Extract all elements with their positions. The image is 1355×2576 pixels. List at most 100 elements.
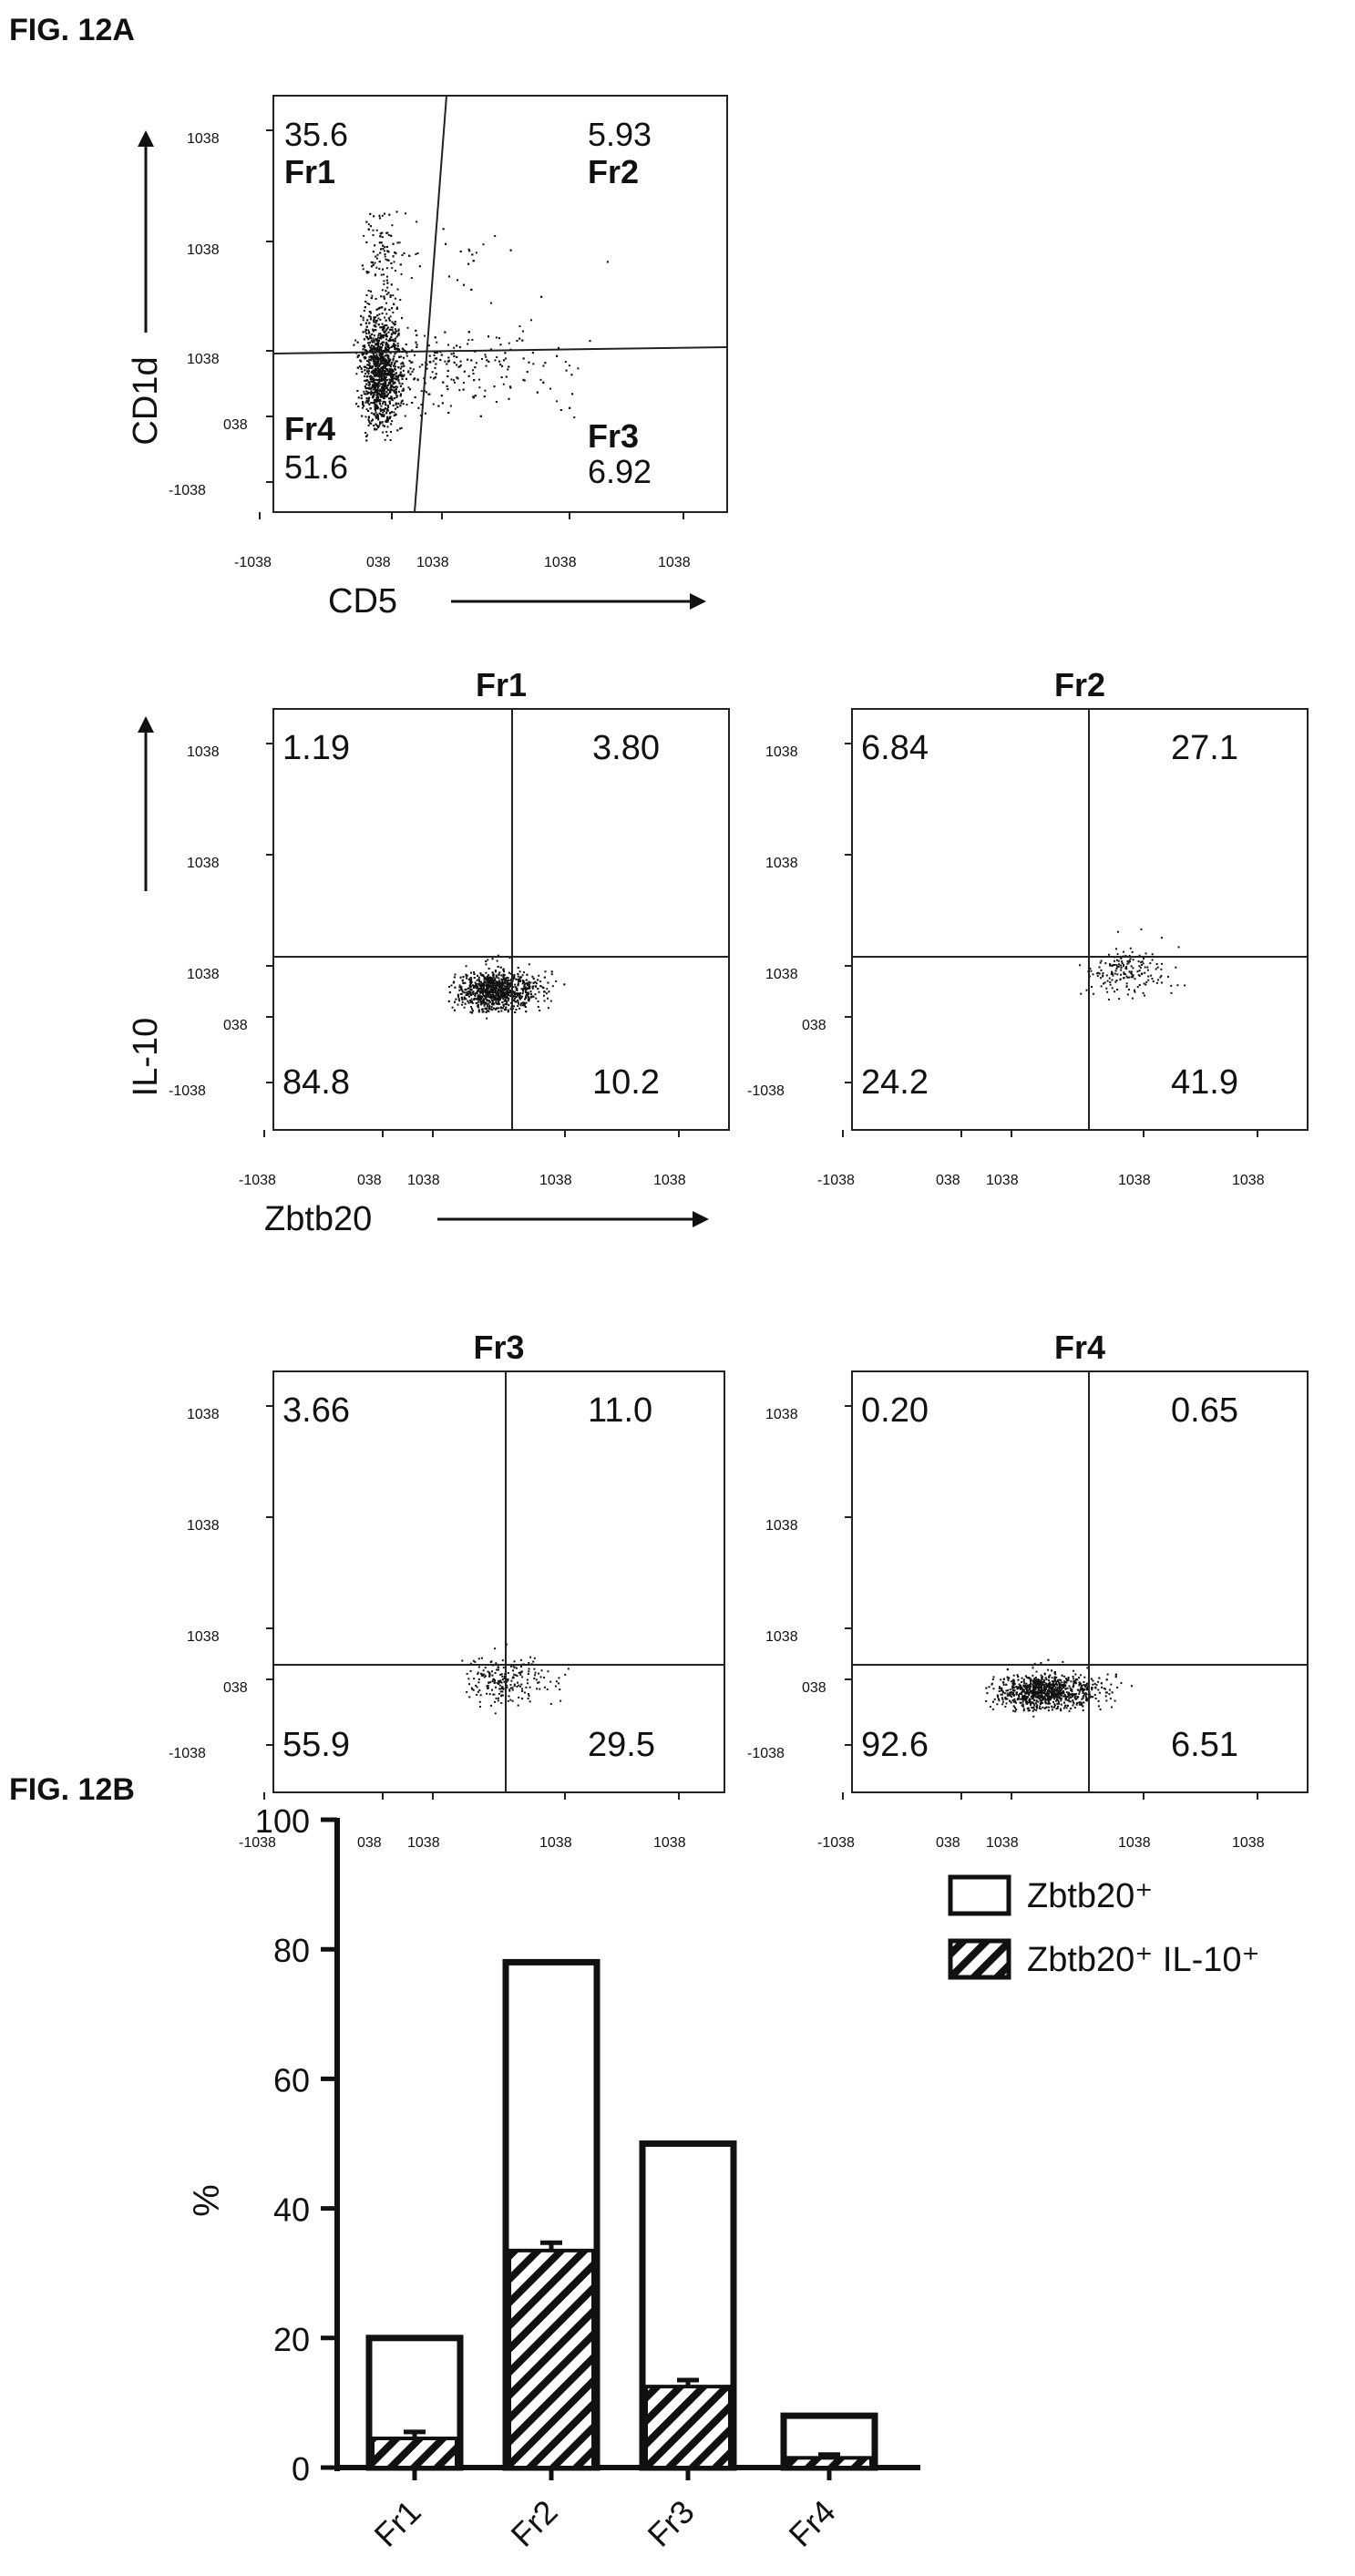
cd5-cd1d-plot-dot xyxy=(397,380,400,383)
cd5-cd1d-plot-dot xyxy=(372,348,375,351)
cd5-cd1d-plot-dot xyxy=(364,373,367,375)
cd5-cd1d-plot-dot xyxy=(394,377,396,380)
cd5-cd1d-plot-dot xyxy=(368,332,371,334)
cd5-cd1d-plot-dot xyxy=(369,336,372,339)
flow-plot-fr1-dot xyxy=(488,967,490,970)
cd5-cd1d-plot-dot xyxy=(370,402,373,405)
flow-plot-fr1-dot xyxy=(548,990,550,993)
cd5-cd1d-plot-dot xyxy=(408,254,411,257)
cd5-cd1d-plot-dot xyxy=(473,379,476,382)
flow-plot-fr3-dot xyxy=(488,1673,491,1676)
flow-plot-fr1-dot xyxy=(547,1007,549,1010)
cd5-cd1d-plot-dot xyxy=(385,374,388,376)
cd5-cd1d-plot-dot xyxy=(385,361,388,364)
cd5-cd1d-plot-dot xyxy=(374,414,376,416)
cd5-cd1d-plot-fr4-name: Fr4 xyxy=(284,410,335,447)
cd5-cd1d-plot-dot xyxy=(385,386,388,389)
cd5-cd1d-plot-dot xyxy=(384,364,386,367)
flow-plot-fr1-dot xyxy=(498,998,500,1001)
cd5-cd1d-plot-dot xyxy=(458,365,461,368)
cd5-cd1d-plot-dot xyxy=(472,260,475,262)
cd5-cd1d-plot-dot xyxy=(395,306,398,309)
flow-plot-fr1-dot xyxy=(508,991,511,994)
cd5-cd1d-plot-dot xyxy=(385,391,388,394)
flow-plot-fr1-dot xyxy=(547,997,549,1000)
flow-plot-fr4-dot xyxy=(1068,1695,1071,1698)
cd5-cd1d-plot-dot xyxy=(377,307,380,310)
cd5-cd1d-plot-dot xyxy=(372,251,375,253)
cd5-cd1d-plot-fr2-name: Fr2 xyxy=(588,153,639,190)
cd5-cd1d-plot-dot xyxy=(379,389,382,392)
flow-plot-fr4-dot xyxy=(1025,1682,1028,1685)
flow-plot-fr1-dot xyxy=(498,974,500,977)
flow-plot-fr1-dot xyxy=(489,989,492,991)
flow-plot-fr1-dot xyxy=(482,994,485,997)
flow-plot-fr3-dot xyxy=(491,1680,494,1683)
flow-plot-fr1-dot xyxy=(509,978,512,980)
flow-plot-fr1-dot xyxy=(488,1008,490,1011)
flow-plot-fr1-dot xyxy=(501,1001,504,1003)
flow-plot-fr3-dot xyxy=(475,1684,477,1687)
flow-plot-fr1-dot xyxy=(502,973,505,976)
cd5-cd1d-plot-dot xyxy=(385,348,387,351)
flow-plot-fr4-dot xyxy=(1061,1681,1063,1684)
undefined-base: 10 xyxy=(986,1173,1002,1188)
cd5-cd1d-plot-dot xyxy=(354,339,357,342)
cd5-cd1d-plot-dot xyxy=(367,367,370,370)
undefined: 1038 xyxy=(407,1835,440,1851)
flow-plot-fr1-ur-value: 3.80 xyxy=(592,729,660,767)
flow-plot-fr1-dot xyxy=(528,963,530,966)
cd5-cd1d-plot-dot xyxy=(410,277,413,280)
cd5-cd1d-plot-dot xyxy=(388,382,391,385)
cd5-cd1d-plot-dot xyxy=(544,362,547,364)
flow-plot-fr1-dot xyxy=(498,989,500,991)
cd5-cd1d-plot-dot xyxy=(379,399,382,402)
cd5-cd1d-plot-dot xyxy=(365,360,368,363)
cd5-cd1d-plot-dot xyxy=(447,360,449,363)
cd5-cd1d-plot-dot xyxy=(380,396,383,399)
cd5-cd1d-plot-dot xyxy=(374,316,376,319)
flow-plot-fr1-dot xyxy=(492,973,495,976)
cd5-cd1d-plot-dot xyxy=(391,371,394,374)
cd5-cd1d-plot-dot xyxy=(386,393,389,395)
cd5-cd1d-plot-dot xyxy=(388,213,391,216)
flow-plot-fr1-dot xyxy=(497,954,499,957)
cd5-cd1d-plot-dot xyxy=(380,393,383,395)
flow-plot-fr3-ul-value: 3.66 xyxy=(282,1391,350,1430)
flow-plot-fr1-dot xyxy=(474,995,477,998)
cd5-cd1d-plot-dot xyxy=(366,364,369,366)
flow-plot-fr1-dot xyxy=(490,981,493,984)
cd5-cd1d-plot-dot xyxy=(367,329,370,332)
flow-plot-fr3-dot xyxy=(497,1683,499,1686)
flow-plot-fr1-dot xyxy=(486,980,488,983)
undefined: -1038 xyxy=(239,1173,276,1188)
flow-plot-fr1-dot xyxy=(480,988,483,990)
cd5-cd1d-plot-dot xyxy=(385,290,387,292)
flow-plot-fr3-dot xyxy=(466,1690,468,1693)
cd5-cd1d-plot-dot xyxy=(411,370,414,373)
flow-plot-fr4-dot xyxy=(1028,1694,1031,1697)
undefined-base: 10 xyxy=(187,131,203,147)
cd5-cd1d-plot-dot xyxy=(385,379,388,382)
flow-plot-fr1-dot xyxy=(502,969,505,971)
flow-plot-fr1-dot xyxy=(469,993,472,996)
cd5-cd1d-plot-dot xyxy=(440,354,443,356)
flow-plot-fr4-dot xyxy=(1052,1688,1054,1691)
flow-plot-fr1-dot xyxy=(500,1007,503,1010)
flow-plot-fr1-dot xyxy=(470,971,473,974)
flow-plot-fr1-dot xyxy=(477,994,479,997)
flow-plot-fr4-dot xyxy=(1001,1697,1003,1699)
cd5-cd1d-plot-dot xyxy=(421,364,424,366)
flow-plot-fr1-dot xyxy=(505,1001,508,1003)
cd5-cd1d-plot-dot xyxy=(368,315,371,318)
cd5-cd1d-plot-dot xyxy=(366,272,369,274)
cd5-cd1d-plot-dot xyxy=(385,338,388,341)
flow-plot-fr1-dot xyxy=(494,995,497,998)
flow-plot-fr1-dot xyxy=(488,992,490,995)
cd5-cd1d-plot-dot xyxy=(385,387,387,390)
flow-plot-fr3-dot xyxy=(558,1677,560,1679)
flow-plot-fr3-dot xyxy=(499,1673,502,1676)
cd5-cd1d-plot-dot xyxy=(394,270,396,272)
cd5-cd1d-plot-dot xyxy=(463,370,466,373)
cd5-cd1d-plot-dot xyxy=(366,434,369,436)
